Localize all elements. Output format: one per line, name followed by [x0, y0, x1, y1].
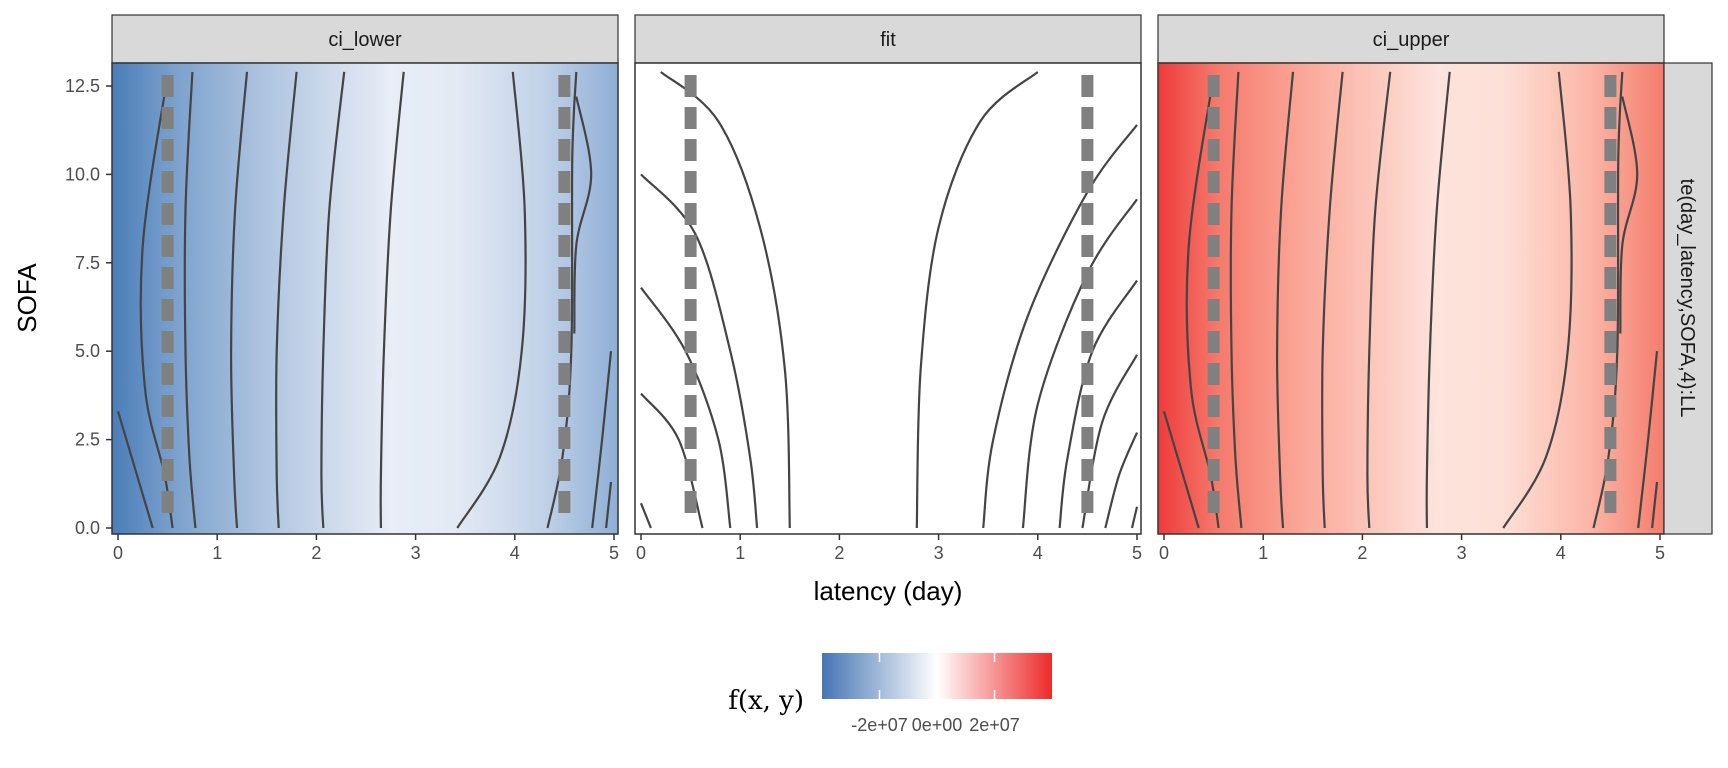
row-strip: te(day_latency,SOFA,4):LL — [1663, 62, 1713, 535]
contour-line — [1162, 410, 1200, 529]
y-tick-label: 10.0 — [65, 164, 100, 184]
contour-line — [116, 410, 154, 529]
y-tick-label: 0.0 — [75, 518, 100, 538]
contour-line — [379, 71, 405, 529]
contour-line — [320, 71, 346, 529]
legend-title: f(x, y) — [728, 686, 804, 716]
contour-line — [275, 71, 298, 529]
contour-line — [640, 286, 732, 529]
contour-line — [1021, 198, 1138, 529]
facet-panel-fit: fit — [634, 14, 1142, 535]
y-axis-title: SOFA — [12, 263, 42, 333]
legend-tick-label: 0e+00 — [912, 715, 963, 735]
x-tick-label: 5 — [609, 543, 619, 563]
heatmap-fill — [635, 63, 1141, 534]
contour-line — [229, 71, 249, 529]
contour-line — [1425, 71, 1451, 529]
x-tick-label: 5 — [1132, 543, 1142, 563]
row-strip-label: te(day_latency,SOFA,4):LL — [1676, 179, 1698, 418]
facet-strip — [111, 14, 619, 64]
contour-line — [640, 173, 759, 529]
contour-line — [1275, 71, 1295, 529]
x-tick-label: 3 — [934, 543, 944, 563]
facet-strip-label: fit — [880, 29, 896, 51]
contour-line — [639, 502, 652, 529]
x-tick-label: 1 — [735, 543, 745, 563]
legend: f(x, y) -2e+07 0e+00 2e+07 — [728, 653, 1052, 735]
x-tick-label: 1 — [1258, 543, 1268, 563]
x-tick-label: 3 — [1457, 543, 1467, 563]
contour-line — [982, 124, 1138, 529]
row-strip-box — [1663, 62, 1713, 535]
x-tick-label: 4 — [510, 543, 520, 563]
facet-strip-label: ci_upper — [1373, 29, 1450, 51]
contour-line — [456, 71, 527, 529]
facet-panels: ci_lower fit ci_upper — [111, 14, 1665, 535]
contour-line — [573, 96, 593, 334]
contour-line — [1104, 432, 1139, 529]
contour-line — [660, 71, 791, 529]
contour-line — [1366, 71, 1392, 529]
x-tick-label: 1 — [212, 543, 222, 563]
facet-panel-ci_lower: ci_lower — [111, 14, 619, 535]
contour-line — [1637, 351, 1659, 529]
contour-line — [640, 392, 704, 529]
x-tick-label: 0 — [636, 543, 646, 563]
contour-line — [1058, 279, 1138, 529]
legend-tick-label: -2e+07 — [851, 715, 908, 735]
facet-panel-ci_upper: ci_upper — [1157, 14, 1665, 535]
heatmap-fill — [112, 63, 618, 534]
contour-line — [1229, 71, 1243, 529]
panel-border — [111, 62, 619, 535]
legend-ticks: -2e+07 0e+00 2e+07 — [851, 653, 1020, 735]
y-tick-label: 7.5 — [75, 253, 100, 273]
axes: 0.02.55.07.510.012.50 1 2 3 4 5 0 1 2 3 4 5 0 1 2 3 4 5 — [65, 76, 1665, 563]
x-tick-label: 2 — [311, 543, 321, 563]
facet-strip — [1157, 14, 1665, 64]
contour-line — [605, 481, 613, 529]
x-tick-label: 3 — [411, 543, 421, 563]
contour-line — [915, 71, 1039, 529]
y-tick-label: 12.5 — [65, 76, 100, 96]
contour-line — [1651, 481, 1659, 529]
y-tick-label: 5.0 — [75, 341, 100, 361]
x-tick-label: 0 — [113, 543, 123, 563]
x-tick-label: 4 — [1556, 543, 1566, 563]
x-tick-label: 5 — [1655, 543, 1665, 563]
contour-line — [1130, 506, 1139, 529]
contour-line — [183, 71, 197, 529]
contour-line — [1321, 71, 1344, 529]
contour-line — [591, 351, 613, 529]
heatmap-fill — [1158, 63, 1664, 534]
x-tick-label: 2 — [834, 543, 844, 563]
y-tick-label: 2.5 — [75, 430, 100, 450]
x-axis-title: latency (day) — [814, 576, 963, 606]
legend-tick-label: 2e+07 — [969, 715, 1020, 735]
x-tick-label: 0 — [1159, 543, 1169, 563]
panel-border — [634, 62, 1142, 535]
contour-line — [1502, 71, 1573, 529]
facet-strip-label: ci_lower — [328, 29, 402, 51]
contour-line — [1619, 96, 1639, 334]
x-tick-label: 4 — [1033, 543, 1043, 563]
x-tick-label: 2 — [1357, 543, 1367, 563]
